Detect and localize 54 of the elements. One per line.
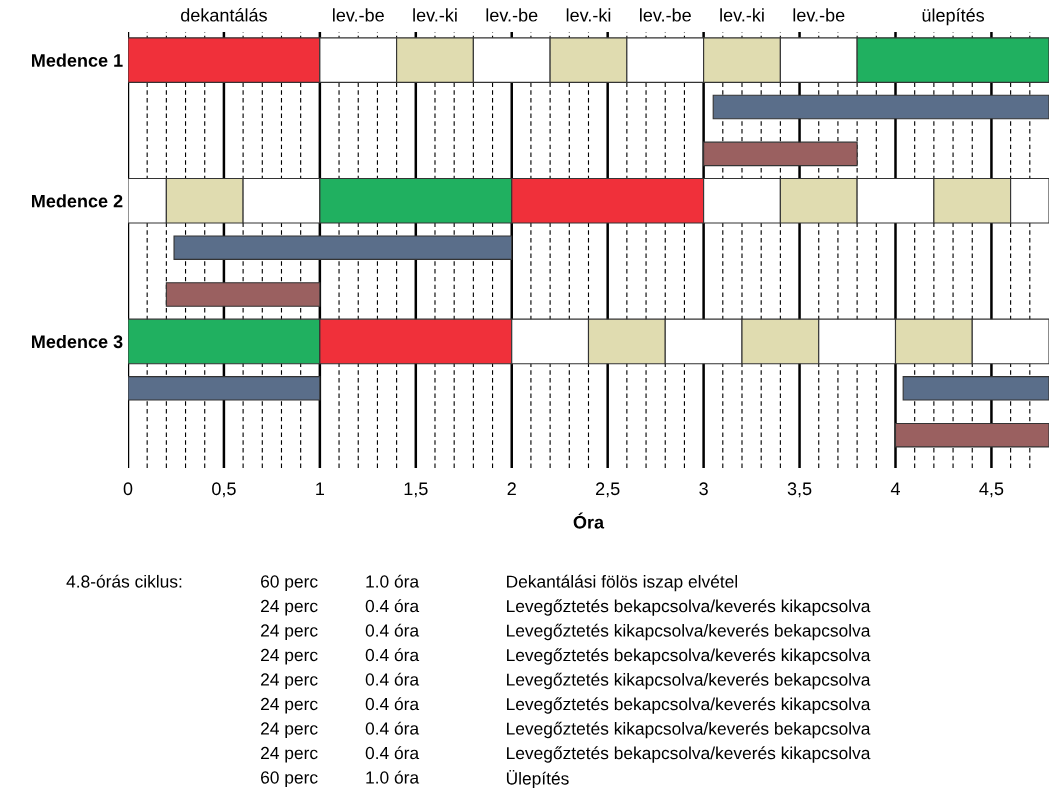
text: 24 perc: [261, 722, 318, 739]
x-tick-label: 0: [123, 482, 133, 496]
text: Dekantálási fölös iszap elvétel: [507, 574, 738, 592]
text: 24 perc: [261, 624, 318, 641]
text: 24 perc: [261, 599, 318, 616]
text: 0.4 óra: [365, 672, 420, 686]
text: 1.0 óra: [366, 574, 420, 588]
y-tick-label: Medence 2: [32, 194, 123, 208]
text: 24 perc: [261, 648, 318, 665]
x-tick-label: 2,5: [596, 482, 620, 498]
x-tick-label: 1: [316, 482, 324, 495]
text: 24 perc: [261, 673, 318, 690]
text: Levegőztetés bekapcsolva/keverés kikapcsolva: [507, 746, 871, 763]
bar: [703, 141, 858, 167]
text: lev.-be: [333, 8, 384, 22]
bar: [894, 422, 1049, 448]
text: 0.4 óra: [365, 697, 420, 711]
x-tick-label: 4,5: [979, 482, 1004, 498]
text: 60 perc: [261, 575, 318, 592]
y-tick-label: Medence 3: [32, 334, 123, 349]
text: Levegőztetés bekapcsolva/keverés kikapcsolva: [507, 697, 871, 714]
text: lev.-be: [486, 8, 538, 22]
text: lev.-ki: [413, 8, 457, 22]
text: 0.4 óra: [365, 648, 420, 662]
text: 0.4 óra: [365, 721, 420, 735]
x-tick-label: 2: [507, 482, 516, 495]
x-tick-label: 4: [890, 482, 900, 495]
text: 24 perc: [261, 746, 318, 763]
text: 4.8-órás ciklus:: [66, 574, 182, 588]
text: Levegőztetés kikapcsolva/keverés bekapcsolva: [507, 672, 871, 690]
text: 0.4 óra: [365, 746, 420, 760]
bar: [165, 282, 321, 307]
text: lev.-ki: [720, 8, 764, 22]
text: 0.4 óra: [365, 599, 420, 613]
text: dekantálás: [181, 8, 267, 22]
text: 60 perc: [261, 771, 318, 788]
x-tick-label: 0,5: [212, 482, 236, 498]
text: Levegőztetés bekapcsolva/keverés kikapcsolva: [507, 648, 871, 665]
text: Levegőztetés kikapcsolva/keverés bekapcsolva: [507, 721, 871, 739]
y-tick-label: Medence 1: [32, 53, 123, 67]
text: Levegőztetés kikapcsolva/keverés bekapcsolva: [507, 623, 871, 641]
text: lev.-be: [640, 8, 691, 22]
text: Levegőztetés bekapcsolva/keverés kikapcsolva: [507, 599, 871, 616]
text: lev.-ki: [566, 8, 611, 22]
text: lev.-be: [793, 8, 845, 22]
text: Ülepítés: [506, 769, 569, 789]
x-tick-label: 3: [699, 482, 708, 496]
x-axis-title: Óra: [573, 512, 605, 529]
text: ülepítés: [922, 8, 985, 26]
text: 24 perc: [261, 697, 318, 714]
x-tick-label: 3,5: [787, 482, 812, 498]
x-tick-label: 1,5: [404, 482, 428, 498]
text: 1.0 óra: [366, 770, 420, 784]
text: 0.4 óra: [365, 623, 420, 637]
